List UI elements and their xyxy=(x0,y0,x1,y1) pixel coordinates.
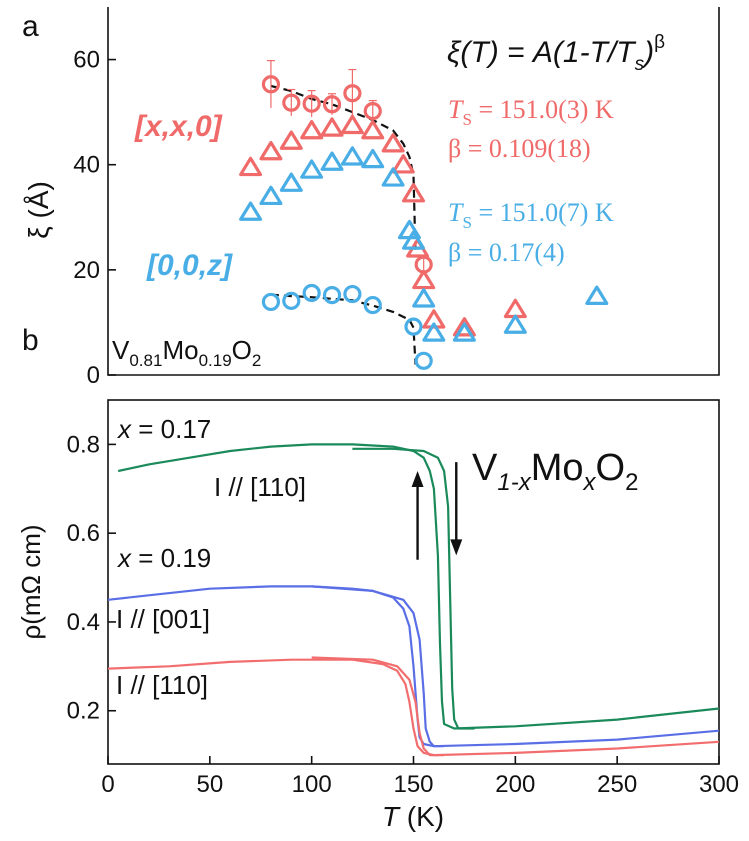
fit-lines-a xyxy=(270,84,417,365)
label-x-0-17: x = 0.17 xyxy=(116,414,211,444)
data-point-circle xyxy=(261,292,281,312)
y-tick-label-a-20: 20 xyxy=(73,257,100,284)
formula: ξ(T) = A(1-T/Ts)β xyxy=(447,32,665,75)
data-point-circle xyxy=(302,283,321,303)
data-point-triangle xyxy=(381,133,405,153)
data-point-triangle xyxy=(340,146,364,166)
data-point-circle xyxy=(322,285,342,305)
resistivity-curve-3 xyxy=(311,585,445,748)
data-point-triangle xyxy=(585,285,609,305)
y-tick-label-a-40: 40 xyxy=(73,152,100,179)
data-point-circle xyxy=(414,351,433,370)
data-point-triangle xyxy=(361,148,385,169)
data-point-triangle xyxy=(340,114,364,135)
resistivity-curve-5 xyxy=(311,656,445,757)
y-tick-label-a-0: 0 xyxy=(87,362,100,389)
y-axis-label-a: ξ (Å) xyxy=(23,181,54,239)
x-axis-label: T (K) xyxy=(382,801,444,832)
panel-a-label: a xyxy=(22,10,39,43)
x-tick-label-0: 0 xyxy=(101,771,114,798)
x-tick-label-150: 150 xyxy=(393,771,433,798)
label-i-110-top: I // [110] xyxy=(214,472,306,502)
data-point-triangle xyxy=(412,288,436,308)
arrows-b xyxy=(411,462,463,560)
data-point-triangle xyxy=(320,151,344,171)
data-point-triangle xyxy=(300,159,324,179)
data-point-circle xyxy=(261,75,281,94)
y-ticks-a: 0 20 40 60 xyxy=(73,47,116,389)
resistivity-curve-4 xyxy=(108,658,719,757)
data-lines-b xyxy=(108,443,719,757)
chart-b: 0.2 0.4 0.6 0.8 0 50 100 150 200 250 300 ρ(mΩ cm)… xyxy=(16,399,739,832)
data-point-triangle xyxy=(402,183,425,203)
axes-frame-a xyxy=(107,7,720,376)
y-tick-label-b-0.2: 0.2 xyxy=(67,698,100,725)
fit-blue-beta: β = 0.17(4) xyxy=(448,238,565,267)
data-point-triangle xyxy=(279,172,303,192)
data-point-triangle xyxy=(422,322,446,342)
data-point-triangle xyxy=(259,185,283,206)
x-tick-label-200: 200 xyxy=(495,771,535,798)
heading-v1-x-mo-x-o2: V1-xMoxO2 xyxy=(472,447,638,496)
data-point-triangle xyxy=(452,322,476,342)
y-axis-label-b: ρ(mΩ cm) xyxy=(16,524,46,639)
data-point-triangle xyxy=(300,119,324,140)
resistivity-curve-2 xyxy=(108,585,719,748)
panel-b-label: b xyxy=(22,324,39,357)
data-point-circle xyxy=(302,94,321,113)
y-tick-label-b-0.4: 0.4 xyxy=(67,609,100,636)
arrow-head-down xyxy=(450,539,463,556)
compound-label: V0.81Mo0.19O2 xyxy=(112,335,261,370)
y-tick-label-b-0.8: 0.8 xyxy=(67,431,100,458)
series-label-00z: [0,0,z] xyxy=(146,249,233,282)
resistivity-curve-1 xyxy=(352,447,475,730)
label-x-0-19: x = 0.19 xyxy=(116,543,211,573)
data-point-triangle xyxy=(412,269,436,290)
x-tick-label-300: 300 xyxy=(699,771,739,798)
series-label-xx0: [x,x,0] xyxy=(134,110,223,143)
data-point-triangle xyxy=(361,119,385,140)
data-point-triangle xyxy=(402,230,425,250)
data-point-triangle xyxy=(259,140,283,161)
resistivity-curve-0 xyxy=(117,443,719,730)
fit-red-beta: β = 0.109(18) xyxy=(448,134,591,163)
data-marks-a xyxy=(239,60,609,370)
y-tick-label-b-0.6: 0.6 xyxy=(67,520,100,547)
data-point-circle xyxy=(363,295,382,315)
y-tick-label-a-60: 60 xyxy=(73,47,100,74)
data-point-triangle xyxy=(391,154,415,174)
data-point-triangle xyxy=(239,156,263,177)
label-i-110-bottom: I // [110] xyxy=(116,670,208,700)
data-point-circle xyxy=(343,284,362,304)
data-point-triangle xyxy=(503,298,527,319)
fit-red-ts: TS = 151.0(3) K xyxy=(448,95,614,129)
label-i-001: I // [001] xyxy=(116,604,210,634)
data-point-circle xyxy=(343,84,362,103)
arrow-head-up xyxy=(411,471,424,488)
data-point-triangle xyxy=(381,167,405,187)
data-point-triangle xyxy=(503,314,527,334)
data-point-circle xyxy=(404,317,423,336)
data-point-triangle xyxy=(279,130,303,150)
data-point-triangle xyxy=(452,317,476,337)
x-ticks-b: 0 50 100 150 200 250 300 xyxy=(101,756,739,798)
axes-frame-b xyxy=(107,399,720,765)
data-point-circle xyxy=(282,291,301,310)
fit-blue-ts: TS = 151.0(7) K xyxy=(448,198,614,232)
data-point-triangle xyxy=(320,117,344,137)
y-ticks-b: 0.2 0.4 0.6 0.8 xyxy=(67,431,116,725)
data-point-circle xyxy=(282,93,301,112)
data-point-circle xyxy=(363,101,382,121)
x-tick-label-100: 100 xyxy=(292,771,332,798)
data-point-triangle xyxy=(239,201,263,221)
fit-line-1 xyxy=(270,293,417,365)
x-tick-label-250: 250 xyxy=(597,771,637,798)
data-point-circle xyxy=(322,95,342,114)
x-tick-label-50: 50 xyxy=(196,771,223,798)
